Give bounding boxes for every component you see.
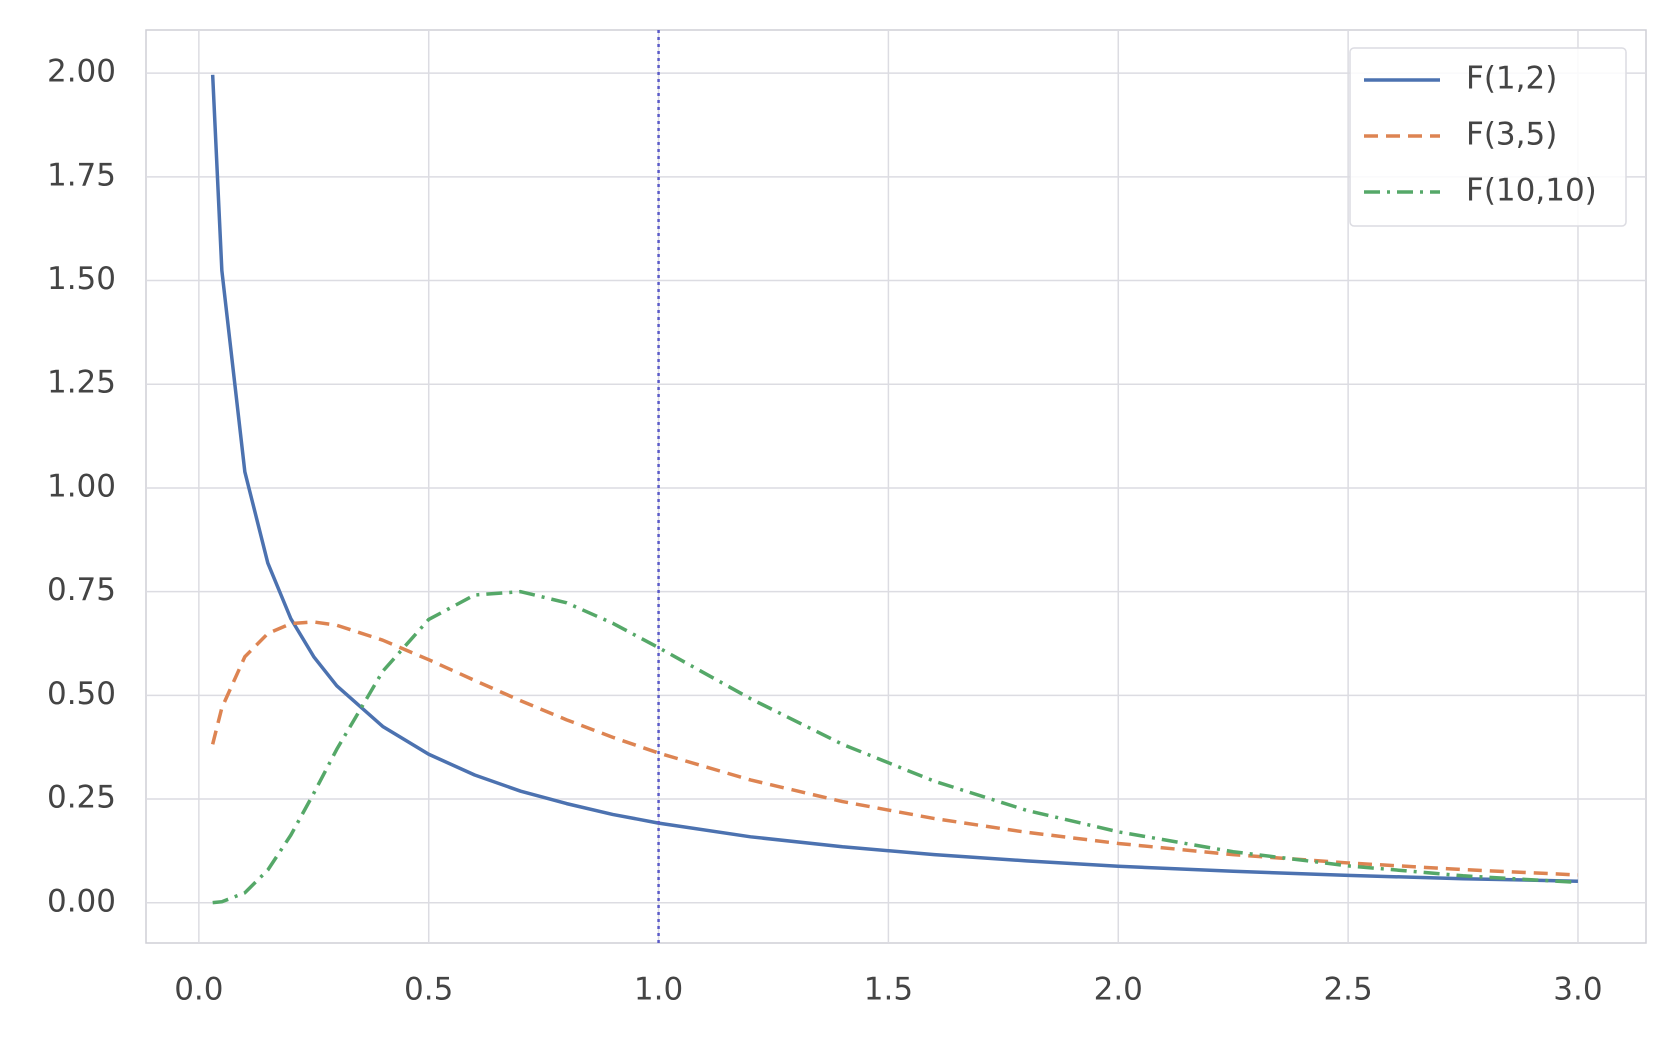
y-tick-label: 1.00 xyxy=(47,468,116,504)
x-tick-label: 0.0 xyxy=(174,972,223,1008)
x-tick-label: 0.5 xyxy=(404,972,453,1008)
legend-label: F(3,5) xyxy=(1466,117,1557,153)
x-tick-label: 1.0 xyxy=(634,972,683,1008)
series-line xyxy=(212,589,1579,905)
y-tick-label: 0.25 xyxy=(47,780,116,816)
x-tick-label: 2.5 xyxy=(1323,972,1372,1008)
x-tick-label: 2.0 xyxy=(1094,972,1143,1008)
series-line xyxy=(210,620,1579,877)
legend-label: F(1,2) xyxy=(1466,61,1557,97)
y-tick-label: 0.00 xyxy=(47,883,116,919)
y-tick-label: 1.50 xyxy=(47,261,116,297)
legend-label: F(10,10) xyxy=(1466,173,1597,209)
series-line xyxy=(210,74,1578,883)
y-tick-label: 2.00 xyxy=(47,54,116,90)
y-tick-label: 1.25 xyxy=(47,365,116,401)
x-tick-label: 1.5 xyxy=(864,972,913,1008)
y-tick-label: 0.75 xyxy=(47,572,116,608)
y-tick-label: 0.50 xyxy=(47,676,116,712)
y-tick-label: 1.75 xyxy=(47,157,116,193)
legend-box xyxy=(1349,47,1627,227)
x-tick-label: 3.0 xyxy=(1553,972,1602,1008)
